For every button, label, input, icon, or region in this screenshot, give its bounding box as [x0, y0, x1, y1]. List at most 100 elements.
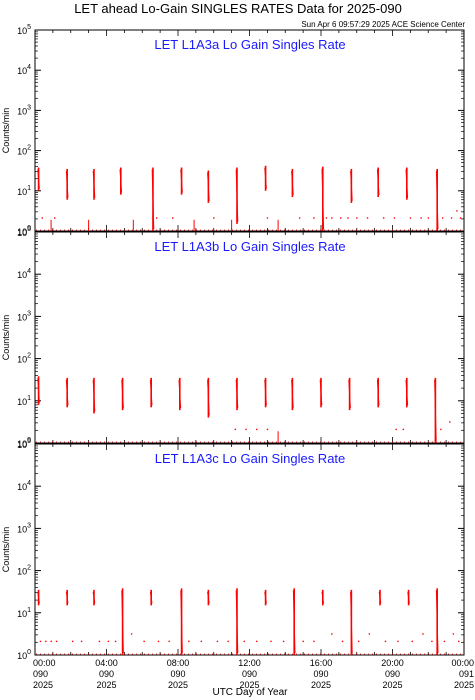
low-rate-point	[427, 217, 430, 219]
x-tick-label: 090	[99, 669, 114, 679]
plot-frame	[34, 29, 465, 232]
rate-spike-edge	[149, 591, 153, 604]
low-rate-point	[216, 640, 219, 643]
low-rate-point	[402, 428, 405, 431]
y-axis-label: Counts/min	[1, 315, 11, 361]
low-rate-point	[313, 217, 315, 219]
low-rate-point	[80, 640, 83, 643]
rate-spike-edge	[405, 169, 409, 198]
low-rate-point	[452, 633, 455, 635]
low-rate-point	[107, 640, 110, 643]
low-rate-point	[382, 217, 385, 219]
y-tick-label: 102	[17, 353, 31, 365]
low-rate-point	[45, 640, 47, 643]
y-axis-label: Counts/min	[1, 108, 11, 154]
low-rate-point	[331, 217, 333, 219]
low-rate-point	[431, 640, 433, 643]
panel-l1a3a: 100 101 102 103 104 105 Counts/min LET L1A3a Lo…	[1, 24, 465, 237]
panel-l1a3c: 100 101 102 103 104 105 Counts/min LET L1A3c Lo…	[1, 438, 465, 661]
panel-title: LET L1A3c Lo Gain Singles Rate	[155, 451, 346, 466]
x-axis-label: UTC Day of Year	[212, 687, 288, 698]
low-rate-point	[458, 640, 460, 643]
rate-spike-edge	[350, 170, 353, 201]
x-tick-label: 090	[242, 669, 257, 679]
low-rate-point	[143, 640, 145, 643]
low-rate-point	[55, 640, 58, 643]
low-rate-point	[341, 640, 344, 643]
low-rate-point	[71, 640, 74, 643]
low-rate-point	[397, 640, 399, 643]
plot-frame	[34, 443, 465, 656]
y-tick-label: 103	[17, 522, 31, 534]
low-rate-point	[325, 217, 328, 219]
low-rate-point	[340, 217, 342, 219]
rate-spike-edge	[321, 168, 325, 230]
low-rate-point	[302, 640, 304, 643]
low-rate-point	[41, 217, 43, 219]
rate-spike-edge	[321, 591, 325, 604]
y-tick-label: 102	[17, 145, 31, 157]
rate-spike-edge	[207, 379, 210, 416]
low-rate-point	[266, 428, 269, 431]
rate-spike-edge	[434, 379, 437, 442]
generated-timestamp: Sun Apr 6 09:57:29 2025 ACE Science Cent…	[301, 20, 465, 29]
low-rate-point	[411, 640, 413, 643]
figure-title: LET ahead Lo-Gain SINGLES RATES Data for…	[74, 1, 402, 16]
low-rate-point	[393, 217, 396, 219]
low-rate-point	[443, 640, 446, 643]
low-rate-point	[347, 217, 349, 219]
rate-spike-edge	[65, 591, 69, 604]
low-rate-point	[456, 210, 458, 212]
y-tick-label: 104	[17, 480, 31, 492]
x-tick-label: 090	[385, 669, 400, 679]
low-rate-point	[449, 421, 451, 423]
low-rate-point	[256, 428, 258, 431]
rate-spike-edge	[235, 169, 239, 222]
low-rate-point	[245, 428, 247, 431]
low-rate-point	[234, 428, 236, 431]
low-rate-point	[114, 640, 117, 643]
x-tick-label: 16:00	[310, 658, 333, 668]
low-rate-point	[298, 217, 301, 219]
low-rate-point	[227, 640, 229, 643]
low-rate-point	[366, 217, 369, 219]
rate-spike-edge	[235, 379, 239, 409]
low-rate-point	[54, 217, 56, 219]
y-axis-label: Counts/min	[1, 527, 11, 573]
x-tick-label: 2025	[311, 680, 331, 690]
rate-spike-edge	[37, 591, 40, 604]
x-tick-label: 2025	[454, 680, 474, 690]
rate-spike-edge	[435, 170, 439, 230]
rate-spike-edge	[350, 591, 353, 654]
low-rate-point	[188, 640, 190, 643]
y-tick-label: 101	[17, 395, 31, 407]
rate-spike-edge	[207, 172, 210, 201]
x-axis-tick-labels: 00:00090202504:00090202508:00090202512:0…	[33, 658, 474, 690]
y-tick-label: 104	[17, 268, 31, 280]
panel-title: LET L1A3b Lo Gain Singles Rate	[154, 239, 345, 254]
rate-spike-edge	[264, 591, 267, 604]
y-tick-label: 101	[17, 185, 31, 197]
x-tick-label: 00:00	[451, 658, 474, 668]
low-rate-point	[213, 217, 215, 219]
x-tick-label: 12:00	[238, 658, 261, 668]
rate-spike-edge	[319, 379, 323, 406]
y-tick-label: 103	[17, 310, 31, 322]
y-tick-label: 103	[17, 104, 31, 116]
x-tick-label: 090	[313, 669, 328, 679]
rate-spike-edge	[435, 590, 439, 654]
rate-spike-edge	[65, 170, 69, 198]
low-rate-point	[157, 640, 160, 643]
low-rate-point	[384, 640, 387, 643]
rate-spike-edge	[264, 167, 267, 189]
y-tick-label: 100	[17, 437, 31, 449]
y-tick-label: 105	[17, 226, 31, 238]
rate-spike-edge	[92, 379, 96, 412]
rate-spike-edge	[376, 379, 380, 406]
rate-spike-edge	[37, 169, 40, 189]
rate-spike-edge	[178, 379, 182, 409]
x-tick-label: 20:00	[381, 658, 404, 668]
rate-spike-edge	[121, 590, 124, 654]
x-tick-label: 2025	[239, 680, 259, 690]
